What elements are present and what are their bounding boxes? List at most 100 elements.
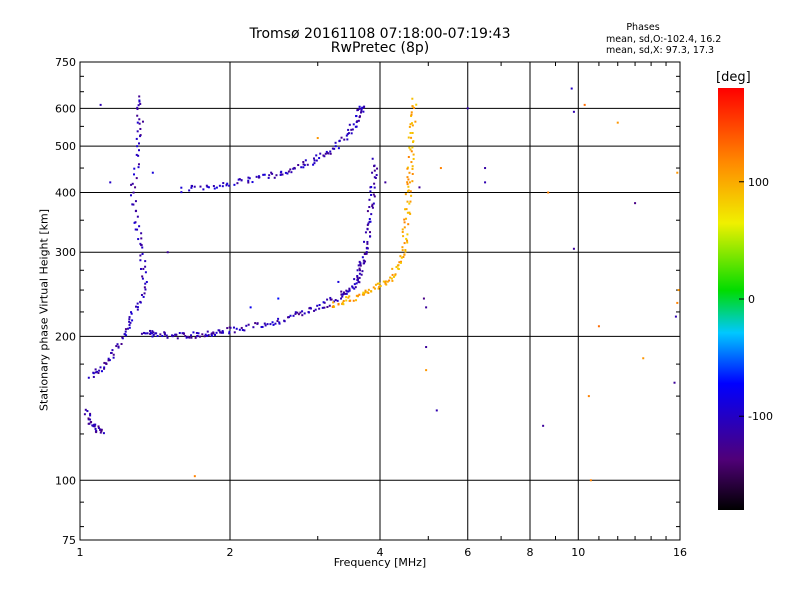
data-point	[135, 305, 138, 308]
data-point	[355, 125, 358, 128]
data-point	[634, 202, 637, 205]
data-point	[313, 309, 316, 312]
data-point	[262, 173, 265, 176]
data-point	[94, 368, 97, 371]
data-point	[280, 170, 283, 173]
data-point	[142, 295, 145, 298]
data-point	[292, 167, 295, 170]
x-tick-label: 10	[571, 546, 585, 559]
data-point	[218, 329, 221, 332]
data-point	[356, 276, 359, 279]
data-point	[400, 256, 403, 259]
data-point	[350, 132, 353, 135]
data-point	[222, 331, 225, 334]
data-point	[403, 253, 406, 256]
data-point	[316, 304, 319, 307]
data-point	[141, 120, 144, 123]
data-point	[271, 321, 274, 324]
data-point	[136, 308, 139, 311]
data-point	[126, 327, 129, 330]
data-point	[156, 335, 159, 338]
data-point	[180, 186, 183, 189]
data-point	[346, 133, 349, 136]
data-point	[388, 279, 391, 282]
data-point	[363, 293, 366, 296]
data-point	[120, 343, 123, 346]
data-point	[318, 157, 321, 160]
data-point	[340, 136, 343, 139]
data-point	[174, 333, 177, 336]
data-point	[256, 322, 259, 325]
data-point	[97, 426, 100, 429]
data-point	[99, 428, 102, 431]
data-point	[102, 432, 105, 435]
data-point	[359, 264, 362, 267]
data-point	[412, 153, 415, 156]
data-point	[362, 259, 365, 262]
data-point	[341, 301, 344, 304]
data-point	[334, 145, 337, 148]
data-point	[319, 152, 322, 155]
data-point	[412, 140, 415, 143]
data-point	[144, 332, 147, 335]
y-tick-label: 300	[55, 246, 76, 259]
data-point	[366, 247, 369, 250]
colorbar-tick-label: 100	[748, 176, 769, 189]
data-point	[151, 332, 154, 335]
data-point	[124, 328, 127, 331]
data-point	[121, 336, 124, 339]
data-point	[89, 418, 92, 421]
data-point	[673, 381, 676, 384]
data-point	[404, 193, 407, 196]
data-point	[134, 228, 137, 231]
data-point	[411, 124, 414, 127]
data-point	[386, 280, 389, 283]
data-point	[411, 131, 414, 134]
data-point	[570, 87, 573, 90]
data-point	[318, 304, 321, 307]
data-point	[318, 307, 321, 310]
data-point	[358, 272, 361, 275]
data-point	[270, 171, 273, 174]
data-point	[382, 280, 385, 283]
data-point	[355, 115, 358, 118]
data-point	[356, 108, 359, 111]
data-point	[572, 247, 575, 250]
data-point	[352, 299, 355, 302]
data-point	[94, 371, 97, 374]
data-point	[190, 334, 193, 337]
data-point	[294, 312, 297, 315]
data-point	[151, 171, 154, 174]
data-point	[411, 165, 414, 168]
data-point	[404, 249, 407, 252]
data-point	[123, 333, 126, 336]
data-point	[145, 280, 148, 283]
data-point	[225, 184, 228, 187]
data-point	[235, 327, 238, 330]
data-point	[190, 336, 193, 339]
y-tick-label: 600	[55, 102, 76, 115]
data-point	[402, 235, 405, 238]
data-point	[149, 331, 152, 334]
data-point	[363, 252, 366, 255]
data-point	[677, 289, 680, 292]
data-point	[373, 195, 376, 198]
chart-subtitle: RwPretec (8p)	[330, 40, 430, 56]
data-point	[403, 226, 406, 229]
data-point	[247, 176, 250, 179]
data-point	[370, 290, 373, 293]
data-point	[146, 332, 149, 335]
data-point	[391, 273, 394, 276]
data-point	[413, 106, 416, 109]
data-point	[137, 149, 140, 152]
data-point	[100, 430, 103, 433]
data-point	[542, 424, 545, 427]
data-point	[110, 351, 113, 354]
data-point	[151, 330, 154, 333]
data-point	[642, 357, 645, 360]
data-point	[218, 184, 221, 187]
data-point	[236, 182, 239, 185]
data-point	[130, 311, 133, 314]
data-point	[267, 176, 270, 179]
